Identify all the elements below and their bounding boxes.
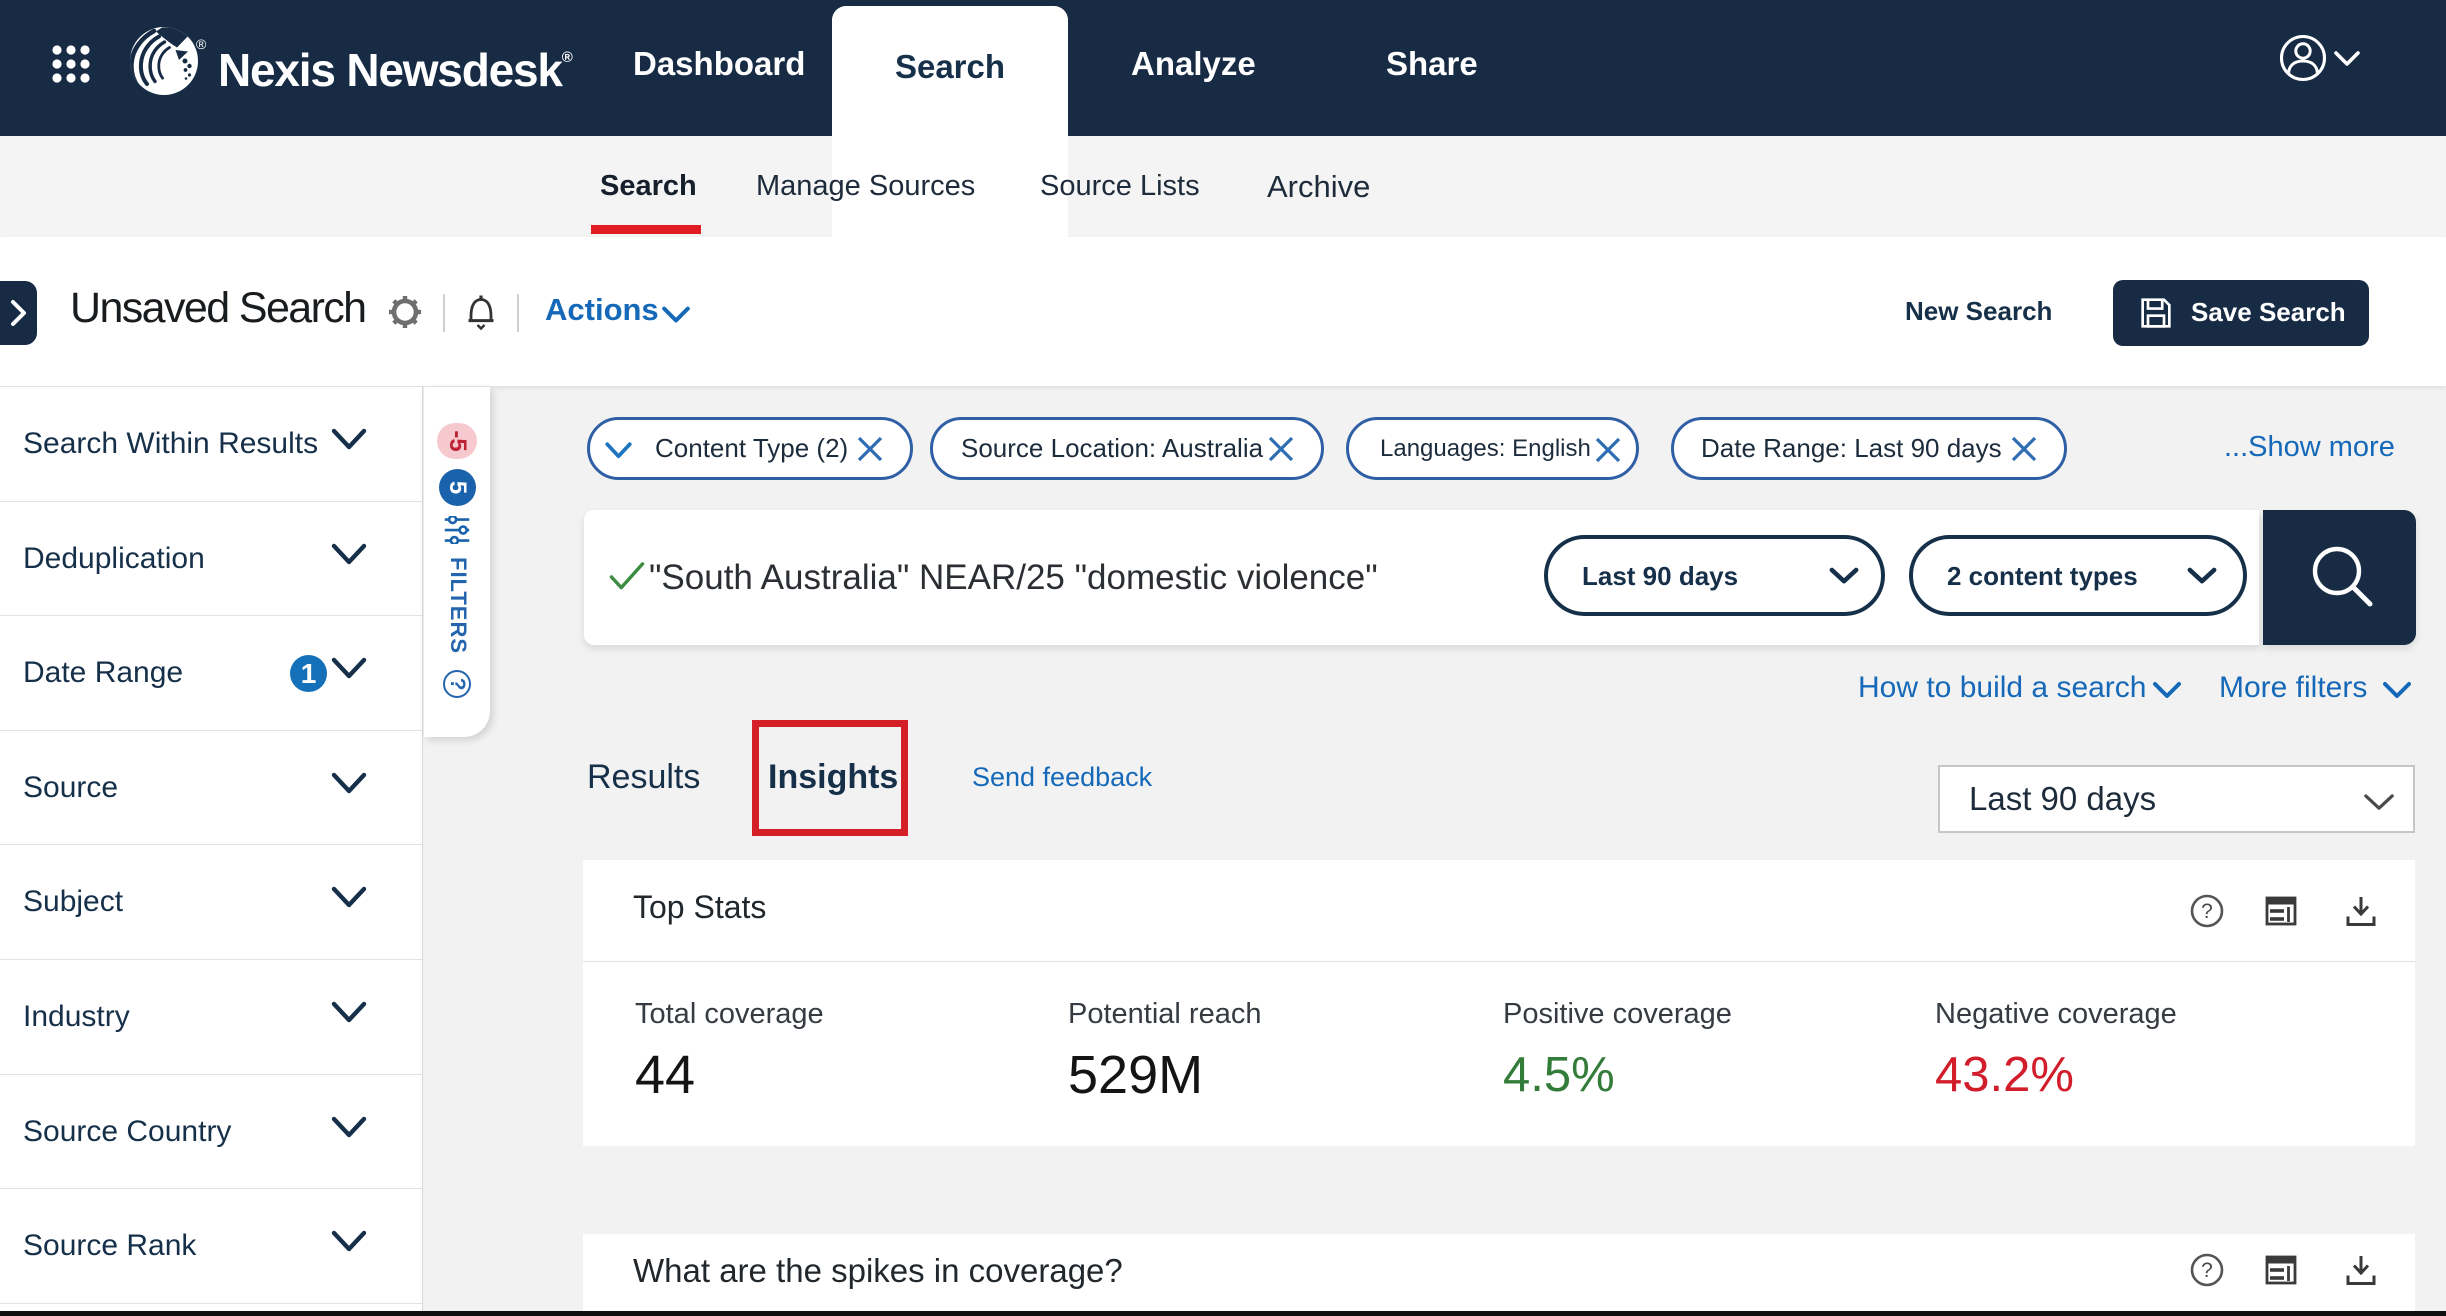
svg-text:?: ?	[2201, 1259, 2213, 1282]
svg-text:?: ?	[2201, 900, 2213, 923]
